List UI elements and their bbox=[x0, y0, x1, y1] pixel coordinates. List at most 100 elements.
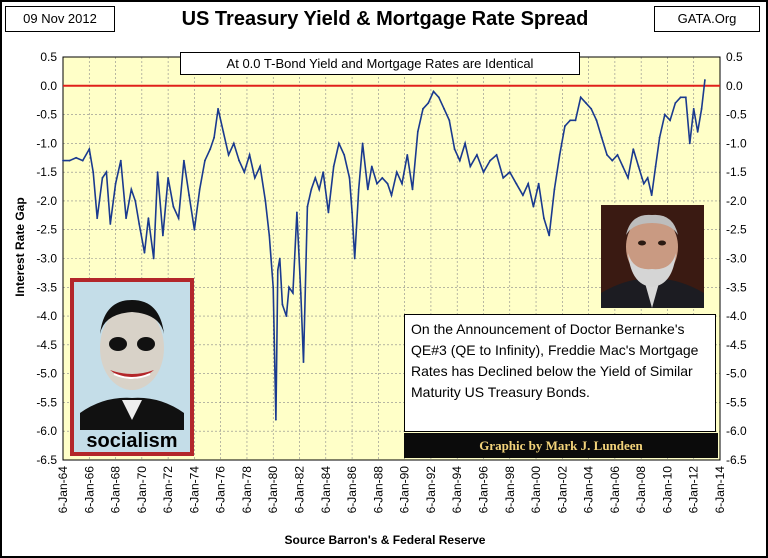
data-point bbox=[114, 182, 117, 185]
data-point bbox=[527, 182, 530, 185]
data-point bbox=[696, 130, 699, 133]
y-tick-label: -0.5 bbox=[36, 108, 57, 122]
chart-title: US Treasury Yield & Mortgage Rate Spread bbox=[181, 8, 589, 30]
data-point bbox=[401, 182, 403, 185]
data-point bbox=[182, 159, 185, 162]
data-point bbox=[381, 177, 384, 179]
data-point bbox=[453, 148, 456, 151]
data-point bbox=[595, 119, 598, 122]
y-tick-label: 0.0 bbox=[40, 79, 57, 93]
data-point bbox=[351, 211, 353, 214]
data-point bbox=[198, 188, 201, 191]
data-point bbox=[376, 182, 378, 185]
data-point bbox=[177, 217, 180, 220]
data-point bbox=[611, 159, 614, 162]
data-point bbox=[692, 107, 695, 110]
y-axis-label: Interest Rate Gap bbox=[13, 197, 27, 297]
data-point bbox=[443, 107, 445, 110]
data-point bbox=[88, 148, 91, 151]
data-point bbox=[295, 211, 298, 214]
y-tick-label: -1.5 bbox=[36, 165, 57, 179]
data-point bbox=[508, 171, 511, 174]
data-point bbox=[522, 194, 524, 197]
x-tick-label: 6-Jan-64 bbox=[56, 466, 70, 514]
data-point bbox=[361, 142, 364, 145]
data-point bbox=[109, 223, 112, 225]
y-tick-label-right: -1.0 bbox=[726, 136, 747, 150]
data-point bbox=[272, 286, 275, 289]
data-point bbox=[654, 165, 657, 168]
data-point bbox=[213, 136, 216, 139]
data-point bbox=[650, 194, 653, 197]
x-tick-label: 6-Jan-12 bbox=[687, 466, 701, 514]
y-tick-label-right: -6.0 bbox=[726, 424, 747, 438]
y-tick-label: -3.0 bbox=[36, 252, 57, 266]
data-point bbox=[268, 234, 271, 237]
data-point bbox=[574, 119, 577, 122]
data-point bbox=[259, 165, 261, 168]
data-point bbox=[332, 165, 335, 168]
data-point bbox=[515, 182, 518, 185]
data-point bbox=[627, 177, 629, 179]
x-tick-label: 6-Jan-04 bbox=[582, 466, 596, 514]
y-tick-label-right: -3.5 bbox=[726, 280, 747, 294]
data-point bbox=[101, 177, 104, 179]
x-tick-label: 6-Jan-14 bbox=[713, 466, 727, 514]
data-point bbox=[476, 153, 478, 156]
y-tick-label-right: -5.5 bbox=[726, 395, 747, 409]
data-point bbox=[276, 269, 279, 271]
y-tick-label: -5.5 bbox=[36, 395, 57, 409]
data-point bbox=[495, 153, 498, 156]
x-tick-label: 6-Jan-10 bbox=[660, 466, 674, 514]
data-point bbox=[96, 217, 99, 220]
data-point bbox=[621, 165, 624, 168]
data-point bbox=[338, 142, 340, 145]
data-point bbox=[147, 217, 150, 220]
data-point bbox=[646, 177, 649, 179]
data-point bbox=[248, 153, 251, 156]
data-point bbox=[278, 257, 281, 260]
data-point bbox=[564, 125, 566, 127]
data-point bbox=[227, 153, 230, 156]
data-point bbox=[370, 165, 373, 168]
data-point bbox=[125, 217, 127, 220]
data-point bbox=[322, 171, 325, 174]
data-point bbox=[679, 96, 682, 99]
y-tick-label: -4.5 bbox=[36, 338, 57, 352]
x-tick-label: 6-Jan-78 bbox=[240, 466, 254, 514]
data-point bbox=[343, 153, 346, 156]
data-point bbox=[669, 119, 671, 122]
y-tick-label: -2.5 bbox=[36, 223, 57, 237]
data-point bbox=[616, 153, 619, 156]
data-point bbox=[558, 153, 561, 156]
x-tick-label: 6-Jan-72 bbox=[161, 466, 175, 514]
data-point bbox=[700, 107, 703, 110]
y-tick-label: 0.5 bbox=[40, 50, 57, 64]
data-point bbox=[161, 234, 164, 237]
y-tick-label-right: 0.0 bbox=[726, 79, 743, 93]
x-tick-label: 6-Jan-70 bbox=[135, 466, 149, 514]
y-tick-label: -1.0 bbox=[36, 136, 57, 150]
data-point bbox=[253, 177, 256, 179]
x-tick-label: 6-Jan-86 bbox=[345, 466, 359, 514]
y-axis-right: 0.5 0.0 -0.5 -1.0 -1.5 -2.0 -2.5 -3.0 -3.5 -4.0 -4… bbox=[726, 50, 747, 467]
data-point bbox=[167, 177, 170, 179]
x-tick-label: 6-Jan-94 bbox=[450, 466, 464, 514]
y-tick-label: -6.0 bbox=[36, 424, 57, 438]
y-tick-label: -5.0 bbox=[36, 367, 57, 381]
data-point bbox=[390, 194, 393, 197]
data-point bbox=[357, 188, 360, 191]
data-point bbox=[637, 165, 640, 168]
series-points bbox=[62, 79, 706, 421]
data-point bbox=[310, 188, 313, 191]
data-point bbox=[188, 194, 191, 197]
data-point bbox=[674, 102, 677, 104]
data-point bbox=[238, 159, 240, 162]
y-tick-label-right: -4.0 bbox=[726, 309, 747, 323]
data-point bbox=[75, 156, 78, 159]
date-label: 09 Nov 2012 bbox=[5, 6, 115, 32]
x-tick-label: 6-Jan-76 bbox=[214, 466, 228, 514]
data-point bbox=[366, 188, 369, 191]
data-point bbox=[299, 292, 302, 294]
data-point bbox=[281, 303, 284, 306]
